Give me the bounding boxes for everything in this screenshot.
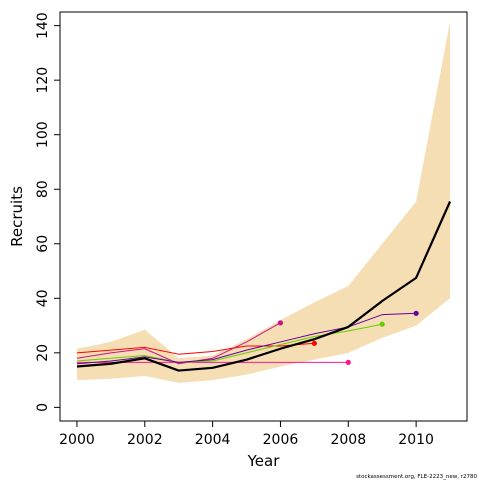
x-tick-label: 2002 <box>127 432 163 448</box>
series-end-point-1 <box>345 359 351 365</box>
x-tick-label: 2004 <box>195 432 231 448</box>
series-line-0 <box>76 201 452 372</box>
y-tick-label: 60 <box>35 235 51 253</box>
y-tick-label: 0 <box>35 403 51 412</box>
series-end-point-4 <box>379 321 385 327</box>
y-tick-label: 80 <box>35 180 51 198</box>
y-tick-label: 40 <box>35 289 51 307</box>
series-line-5 <box>76 312 417 365</box>
y-tick-label: 100 <box>35 121 51 148</box>
footnote: stockassessment.org, FLE-2223_new, r2780 <box>356 474 477 480</box>
series-line-3 <box>76 322 281 365</box>
y-tick-label: 140 <box>35 12 51 39</box>
y-tick-label: 20 <box>35 344 51 362</box>
y-tick-label: 120 <box>35 67 51 94</box>
confidence-band-layer <box>76 21 451 383</box>
x-tick-label: 2006 <box>263 432 299 448</box>
x-axis: 2000 2002 2004 2006 2008 2010 <box>59 420 434 448</box>
x-tick-label: 2010 <box>398 432 434 448</box>
y-axis: 0 20 40 60 80 100 120 140 <box>35 12 61 412</box>
x-tick-label: 2000 <box>59 432 95 448</box>
confidence-band <box>76 21 451 383</box>
series-end-point-2 <box>311 340 317 346</box>
series-end-point-3 <box>277 320 284 326</box>
y-axis-title: Recruits <box>8 186 26 247</box>
x-axis-title: Year <box>247 452 281 470</box>
x-tick-label: 2008 <box>330 432 366 448</box>
series-end-point-5 <box>413 310 419 316</box>
series-layer <box>76 201 452 372</box>
